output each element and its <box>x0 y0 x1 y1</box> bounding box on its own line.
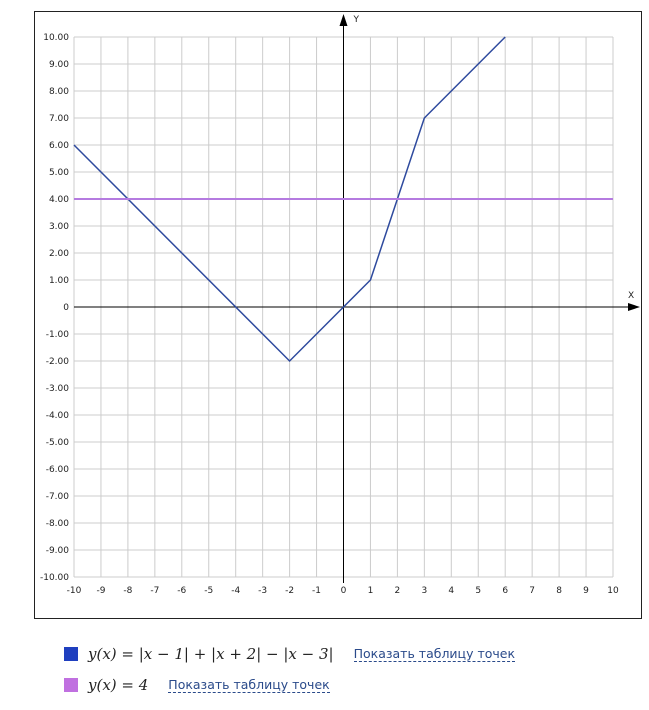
series-line-1 <box>73 36 506 363</box>
legend-swatch <box>64 678 78 692</box>
y-tick-label: -4.00 <box>46 411 70 421</box>
x-tick-label: -8 <box>123 586 132 596</box>
legend-formula: y(x) = |x − 1| + |x + 2| − |x − 3| <box>88 645 334 663</box>
x-tick-label: -9 <box>96 586 105 596</box>
x-tick-label: 5 <box>475 586 481 596</box>
x-tick-label: 8 <box>556 586 562 596</box>
x-tick-label: -7 <box>150 586 159 596</box>
y-tick-label: -6.00 <box>46 465 70 475</box>
x-tick-label: 10 <box>607 586 619 596</box>
x-tick-label: 4 <box>448 586 454 596</box>
legend-formula: y(x) = 4 <box>88 676 149 694</box>
x-tick-label: 7 <box>529 586 535 596</box>
legend-item-2: y(x) = 4 Показать таблицу точек <box>64 675 330 695</box>
x-tick-label: -5 <box>204 586 213 596</box>
x-tick-label: -10 <box>67 586 82 596</box>
chart-frame <box>34 11 642 619</box>
x-tick-label: 3 <box>421 586 427 596</box>
x-tick-label: -1 <box>312 586 321 596</box>
x-axis-arrow <box>628 303 640 311</box>
x-tick-label: 6 <box>502 586 508 596</box>
y-tick-label: 4.00 <box>49 195 69 205</box>
y-tick-label: 0 <box>63 303 69 313</box>
x-tick-label: 2 <box>395 586 401 596</box>
x-tick-label: -4 <box>231 586 240 596</box>
y-axis-arrow <box>339 14 348 26</box>
y-tick-label: 10.00 <box>43 33 69 43</box>
show-points-table-link[interactable]: Показать таблицу точек <box>168 676 330 693</box>
show-points-table-link[interactable]: Показать таблицу точек <box>353 645 515 662</box>
chart: XY-10 -9 -8 -7 -6 -5 -4 -3 -2 -1 0 1 2 3 4 5 6 7 8 9 1010.00… <box>40 14 640 596</box>
y-tick-label: 2.00 <box>49 249 69 259</box>
x-axis-label: X <box>628 291 634 301</box>
y-tick-label: 5.00 <box>49 168 69 178</box>
y-tick-label: -2.00 <box>46 357 70 367</box>
y-tick-label: 9.00 <box>49 60 69 70</box>
y-tick-label: -10.00 <box>40 573 69 583</box>
x-tick-label: 0 <box>341 586 347 596</box>
y-tick-label: 6.00 <box>49 141 69 151</box>
x-tick-label: -3 <box>258 586 267 596</box>
y-tick-label: -3.00 <box>46 384 70 394</box>
y-tick-label: -7.00 <box>46 492 70 502</box>
x-tick-label: 9 <box>583 586 589 596</box>
y-tick-label: 1.00 <box>49 276 69 286</box>
legend-item-1: y(x) = |x − 1| + |x + 2| − |x − 3| Показ… <box>64 644 515 664</box>
y-tick-label: 8.00 <box>49 87 69 97</box>
x-tick-label: -6 <box>177 586 186 596</box>
y-tick-label: 3.00 <box>49 222 69 232</box>
y-tick-label: -9.00 <box>46 546 70 556</box>
y-tick-label: 7.00 <box>49 114 69 124</box>
x-tick-label: 1 <box>368 586 374 596</box>
y-tick-label: -5.00 <box>46 438 70 448</box>
y-tick-label: -1.00 <box>46 330 70 340</box>
x-tick-label: -2 <box>285 586 294 596</box>
y-tick-label: -8.00 <box>46 519 70 529</box>
legend-swatch <box>64 647 78 661</box>
y-axis-label: Y <box>353 15 360 25</box>
